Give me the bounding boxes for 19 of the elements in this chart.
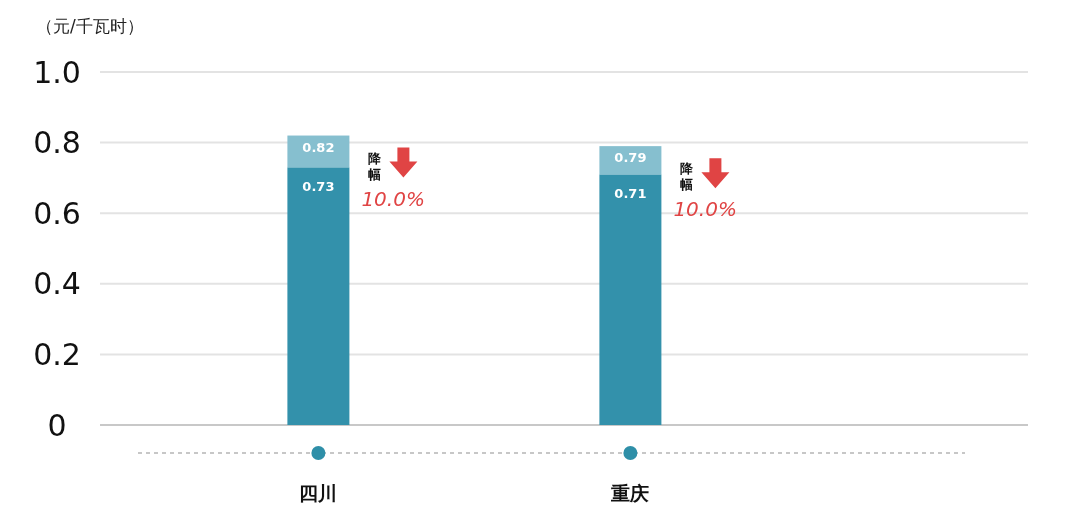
y-tick-label: 0.4 [33, 266, 81, 302]
annotation: 10.0% [361, 186, 425, 211]
x-tick-label: 重庆 [610, 482, 650, 504]
y-tick-label: 0.2 [33, 336, 81, 372]
total-label: 0.82 [302, 139, 335, 155]
annotation: 降幅 [367, 150, 382, 182]
y-tick-label: 0.8 [33, 125, 81, 161]
bar [599, 174, 662, 425]
bar [287, 167, 350, 425]
total-label: 0.79 [614, 150, 647, 166]
x-tick-label: 四川 [299, 482, 338, 504]
data-label: 0.73 [302, 179, 335, 195]
annotation: 降幅 [679, 161, 694, 193]
y-tick-label: 1.0 [33, 54, 81, 90]
y-tick-label: 0 [47, 407, 67, 443]
annotation: 10.0% [673, 197, 737, 222]
y-tick-label: 0.6 [33, 195, 81, 231]
data-label: 0.71 [614, 186, 647, 202]
y-axis-title: （元/千瓦时） [36, 16, 144, 36]
